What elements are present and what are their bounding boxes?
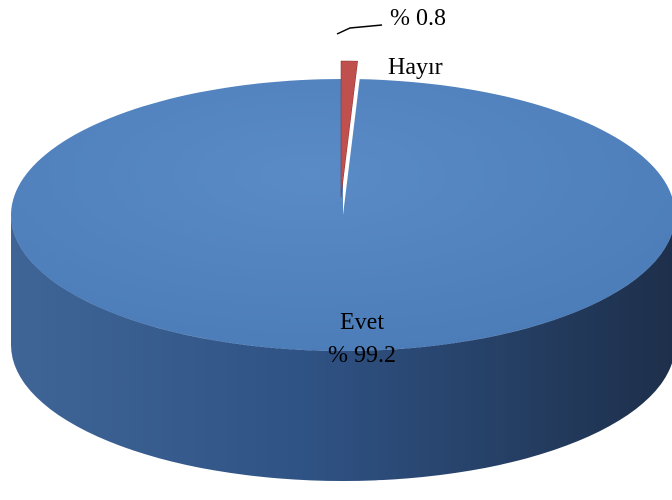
pie-slice-evet[interactable] bbox=[11, 79, 672, 351]
pie-slice-hayir[interactable] bbox=[340, 60, 358, 198]
slice-label-evet: Evet bbox=[340, 309, 384, 335]
slice-value-label-hayir: % 0.8 bbox=[390, 5, 446, 31]
pie-side-wall bbox=[11, 215, 672, 481]
slice-label-hayir: Hayır bbox=[388, 54, 443, 80]
slice-value-label-evet: % 99.2 bbox=[328, 342, 396, 368]
leader-line bbox=[336, 24, 383, 35]
